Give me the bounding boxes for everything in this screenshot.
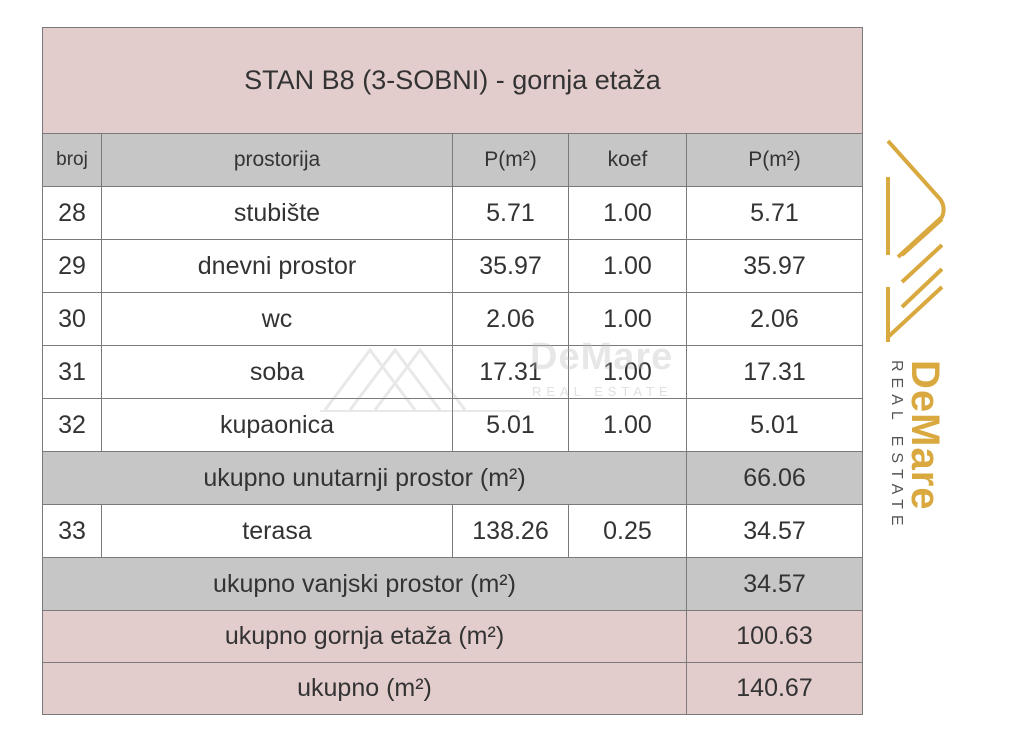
interior-total-row: ukupno unutarnji prostor (m²) 66.06: [42, 451, 863, 505]
room-total: 35.97: [686, 239, 863, 293]
header-koef: koef: [568, 133, 687, 187]
table-row: 33 terasa 138.26 0.25 34.57: [42, 504, 863, 558]
room-name: wc: [101, 292, 453, 346]
watermark-sub: REAL ESTATE: [532, 384, 673, 399]
room-total: 2.06: [686, 292, 863, 346]
grand-total-row: ukupno (m²) 140.67: [42, 662, 863, 715]
table-row: 31 soba 17.31 1.00 17.31: [42, 345, 863, 399]
table-title: STAN B8 (3-SOBNI) - gornja etaža: [42, 27, 863, 134]
floor-total-value: 100.63: [686, 610, 863, 663]
floor-total-row: ukupno gornja etaža (m²) 100.63: [42, 610, 863, 663]
room-number: 32: [42, 398, 102, 452]
watermark-brand: DeMare: [530, 336, 674, 378]
header-row: broj prostorija P(m²) koef P(m²): [42, 133, 863, 187]
table-row: 30 wc 2.06 1.00 2.06: [42, 292, 863, 346]
outdoor-total-label: ukupno vanjski prostor (m²): [42, 557, 687, 611]
outdoor-total-value: 34.57: [686, 557, 863, 611]
room-name: stubište: [101, 186, 453, 240]
table-row: 28 stubište 5.71 1.00 5.71: [42, 186, 863, 240]
header-prostorija: prostorija: [101, 133, 453, 187]
room-area: 2.06: [452, 292, 569, 346]
room-name: dnevni prostor: [101, 239, 453, 293]
room-area: 5.71: [452, 186, 569, 240]
header-area: P(m²): [452, 133, 569, 187]
room-total: 5.01: [686, 398, 863, 452]
logo-sub: REAL ESTATE: [888, 360, 905, 532]
interior-total-label: ukupno unutarnji prostor (m²): [42, 451, 687, 505]
room-area: 35.97: [452, 239, 569, 293]
room-koef: 1.00: [568, 398, 687, 452]
room-total: 17.31: [686, 345, 863, 399]
room-koef: 0.25: [568, 504, 687, 558]
room-number: 29: [42, 239, 102, 293]
room-name: kupaonica: [101, 398, 453, 452]
area-table: STAN B8 (3-SOBNI) - gornja etaža broj pr…: [42, 27, 863, 715]
room-total: 34.57: [686, 504, 863, 558]
header-broj: broj: [42, 133, 102, 187]
room-koef: 1.00: [568, 186, 687, 240]
table-row: 29 dnevni prostor 35.97 1.00 35.97: [42, 239, 863, 293]
demare-logo-icon: [886, 139, 946, 342]
logo-brand: DeMare: [903, 360, 947, 511]
room-area: 138.26: [452, 504, 569, 558]
room-name: terasa: [101, 504, 453, 558]
room-number: 30: [42, 292, 102, 346]
room-koef: 1.00: [568, 345, 687, 399]
grand-total-value: 140.67: [686, 662, 863, 715]
room-number: 31: [42, 345, 102, 399]
room-total: 5.71: [686, 186, 863, 240]
floor-total-label: ukupno gornja etaža (m²): [42, 610, 687, 663]
outdoor-total-row: ukupno vanjski prostor (m²) 34.57: [42, 557, 863, 611]
room-number: 28: [42, 186, 102, 240]
grand-total-label: ukupno (m²): [42, 662, 687, 715]
interior-total-value: 66.06: [686, 451, 863, 505]
room-koef: 1.00: [568, 239, 687, 293]
room-number: 33: [42, 504, 102, 558]
room-name: soba: [101, 345, 453, 399]
table-row: 32 kupaonica 5.01 1.00 5.01: [42, 398, 863, 452]
header-area-total: P(m²): [686, 133, 863, 187]
room-area: 5.01: [452, 398, 569, 452]
